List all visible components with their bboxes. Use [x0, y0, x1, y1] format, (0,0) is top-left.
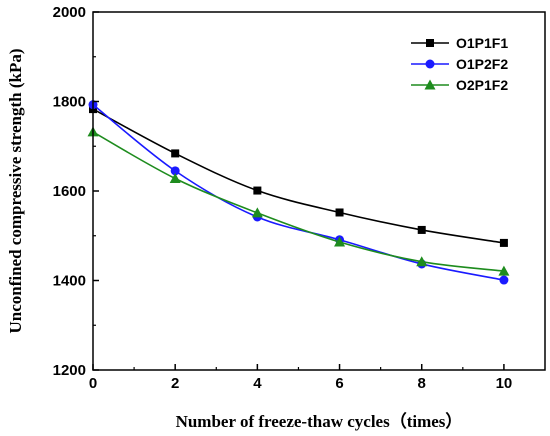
y-tick-label: 1800: [53, 94, 86, 111]
series-O1P1F1: [89, 105, 508, 247]
x-axis-title: Number of freeze-thaw cycles（times）: [176, 411, 463, 431]
data-point-triangle: [169, 172, 181, 183]
x-tick-label: 6: [335, 375, 343, 392]
y-tick-label: 1200: [53, 362, 86, 379]
y-tick-label: 1400: [53, 273, 86, 290]
data-point-square: [417, 225, 426, 234]
y-tick-label: 1600: [53, 183, 86, 200]
data-point-circle: [499, 275, 509, 285]
legend: O1P1F1 O1P2F2 O2P1F2: [411, 35, 508, 93]
data-point-triangle: [498, 265, 510, 276]
data-point-triangle: [334, 236, 346, 247]
data-point-circle: [170, 166, 180, 176]
x-tick-label: 2: [171, 375, 179, 392]
legend-item: O1P2F2: [411, 56, 508, 72]
legend-label: O2P1F2: [456, 77, 508, 93]
series-O1P2F2: [88, 100, 509, 285]
x-tick-label: 8: [418, 375, 426, 392]
data-point-triangle: [251, 207, 263, 218]
legend-item: O1P1F1: [411, 35, 508, 51]
y-tick-label: 2000: [53, 4, 86, 21]
data-point-square: [426, 39, 434, 47]
legend-item: O2P1F2: [411, 77, 508, 93]
series-line: [92, 131, 504, 272]
legend-label: O1P1F1: [456, 35, 508, 51]
legend-label: O1P2F2: [456, 56, 508, 72]
data-point-square: [253, 186, 262, 195]
x-tick-label: 10: [496, 375, 513, 392]
series-line: [92, 104, 505, 281]
plot-area: [87, 100, 510, 285]
series-line: [92, 108, 505, 244]
data-point-circle: [425, 59, 435, 69]
y-axis-title: Unconfined compressive strength (kPa): [6, 48, 25, 333]
data-point-square: [499, 238, 508, 247]
x-tick-label: 0: [89, 375, 97, 392]
axes: 0 2 4 6 8 10 1200 1400 1600 1800 2000: [53, 4, 546, 392]
x-tick-label: 4: [253, 375, 262, 392]
data-point-square: [335, 208, 344, 217]
data-point-triangle: [424, 79, 436, 90]
data-point-square: [171, 149, 180, 158]
data-point-triangle: [416, 256, 428, 267]
series-O2P1F2: [87, 126, 510, 276]
